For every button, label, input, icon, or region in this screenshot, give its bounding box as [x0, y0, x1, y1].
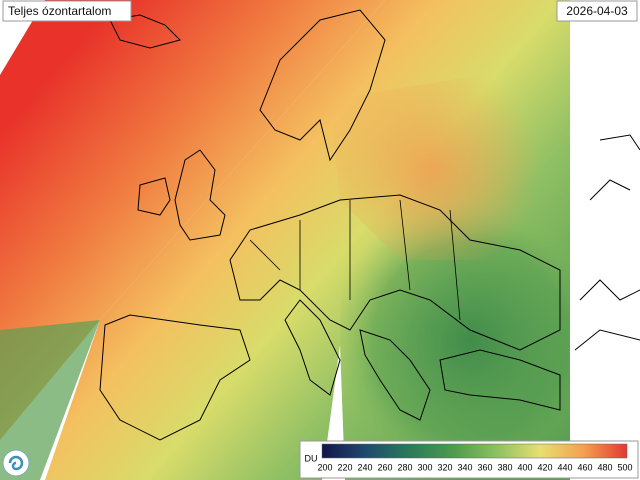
colorbar-tick-label: 300 — [417, 462, 432, 472]
date-background — [556, 0, 638, 22]
title-box: Teljes ózontartalom — [2, 0, 132, 22]
colorbar-tick-label: 200 — [317, 462, 332, 472]
colorbar-tick-label: 360 — [477, 462, 492, 472]
colorbar-tick-label: 400 — [517, 462, 532, 472]
colorbar-tick-label: 420 — [537, 462, 552, 472]
date-box: 2026-04-03 — [556, 0, 638, 22]
coastline — [259, 9, 386, 162]
coastline — [174, 149, 226, 241]
colorbar-tick-label: 460 — [577, 462, 592, 472]
high-ozone-area — [330, 60, 570, 260]
date: 2026-04-03 — [566, 4, 628, 18]
colorbar-tick-label: 500 — [617, 462, 632, 472]
coastline — [99, 314, 251, 441]
logo-swirl — [8, 455, 24, 471]
colorbar-tick-label: 260 — [377, 462, 392, 472]
coastline — [439, 349, 561, 411]
coastline — [229, 194, 561, 351]
logo — [2, 449, 30, 477]
swath — [0, 320, 100, 480]
ozone-swaths — [0, 0, 570, 480]
title-background — [2, 0, 132, 22]
coastline — [109, 14, 181, 49]
swath — [0, 0, 385, 440]
colorbar-tick-label: 480 — [597, 462, 612, 472]
coastline — [137, 177, 171, 216]
colorbar-unit: DU — [305, 453, 318, 463]
colorbar-tick-label: 280 — [397, 462, 412, 472]
colorbar-tick-label: 320 — [437, 462, 452, 472]
title: Teljes ózontartalom — [8, 4, 111, 18]
colorbar-tick-label: 240 — [357, 462, 372, 472]
colorbar-tick-label: 440 — [557, 462, 572, 472]
colorbar: DU 200 220 240 260 280 300 320 340 360 380 400 420 4… — [299, 440, 639, 479]
colorbar-tick-label: 340 — [457, 462, 472, 472]
colorbar-tick-label: 380 — [497, 462, 512, 472]
colorbar-gradient — [321, 443, 628, 459]
colorbar-tick-label: 220 — [337, 462, 352, 472]
coastlines — [99, 9, 640, 441]
coastline — [574, 134, 640, 351]
border — [249, 199, 461, 321]
coastline — [359, 329, 431, 421]
coastline — [284, 299, 341, 396]
